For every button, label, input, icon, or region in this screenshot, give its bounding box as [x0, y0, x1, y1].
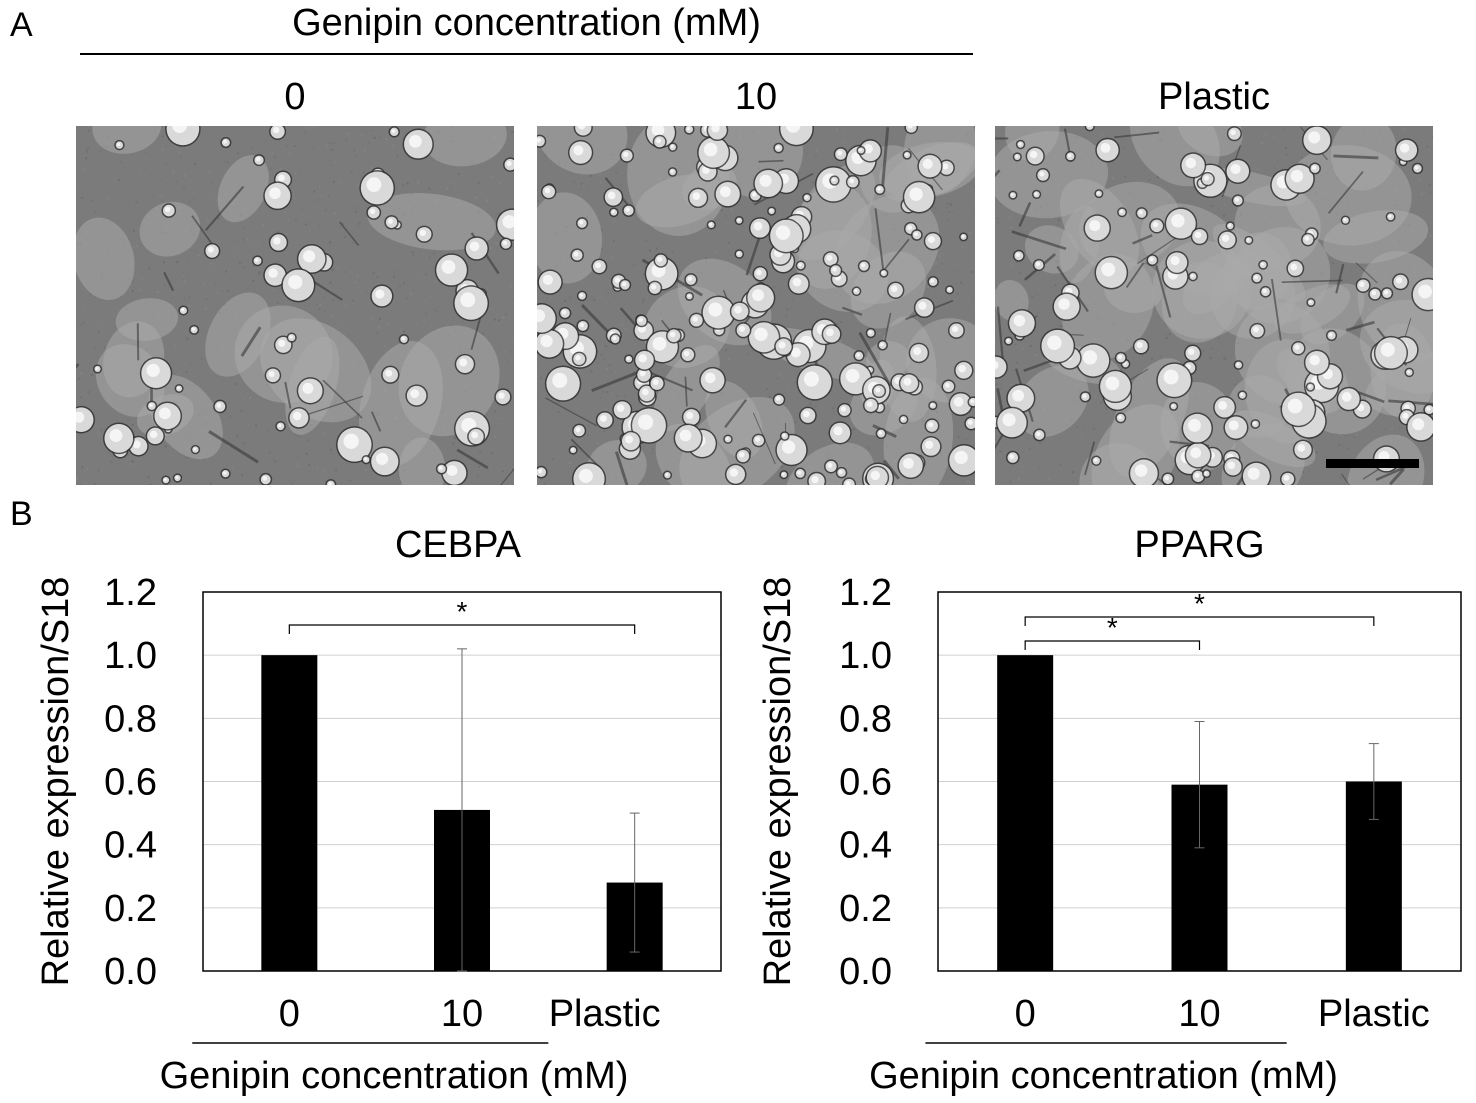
micrograph-label-0: 0: [284, 76, 306, 118]
y-tick-label: 0.4: [839, 825, 892, 867]
chart-title: CEBPA: [395, 524, 522, 566]
y-tick-label: 0.2: [104, 888, 157, 930]
micrograph-genipin-10: [537, 126, 975, 485]
y-axis-label: Relative expression/S18: [757, 577, 799, 987]
y-tick-label: 0.6: [104, 762, 157, 804]
significance-bracket: [288, 624, 636, 634]
x-axis-label: Genipin concentration (mM): [869, 1055, 1338, 1097]
significance-star: *: [457, 596, 468, 627]
significance-star: *: [1107, 612, 1118, 643]
micrograph-texture: [995, 126, 1433, 485]
micrograph-texture: [537, 126, 975, 485]
cebpa-bar-chart: 0.0 0.2 0.4 0.6 0.8 1.0 1.2 Relative expression…: [35, 524, 722, 1097]
panel-a-title: Genipin concentration (mM): [292, 2, 761, 44]
x-tick-label: 10: [1178, 993, 1220, 1035]
y-tick-label: 0.4: [104, 825, 157, 867]
y-tick-label: 0.0: [104, 951, 157, 993]
y-tick-label: 1.2: [104, 572, 157, 614]
panel-a-title-rule: [80, 53, 973, 55]
y-axis-label: Relative expression/S18: [35, 577, 77, 987]
x-tick-label: 0: [279, 993, 300, 1035]
micrograph-texture: [76, 126, 514, 485]
significance-bracket: [1024, 616, 1375, 626]
micrograph-plastic: [995, 126, 1433, 485]
x-tick-label: 10: [441, 993, 483, 1035]
y-tick-label: 0.0: [839, 951, 892, 993]
pparg-bar-chart: 0.0 0.2 0.4 0.6 0.8 1.0 1.2 Relative expression…: [757, 524, 1462, 1097]
panel-a-letter: A: [10, 6, 33, 44]
x-axis-label: Genipin concentration (mM): [160, 1055, 629, 1097]
significance-bracket: [1024, 640, 1201, 650]
significance-star: *: [1194, 588, 1205, 619]
x-tick-label: Plastic: [549, 993, 661, 1035]
y-tick-label: 0.2: [839, 888, 892, 930]
bar-0: [997, 655, 1054, 971]
y-tick-label: 1.2: [839, 572, 892, 614]
y-tick-label: 0.8: [104, 698, 157, 740]
bar-0: [261, 655, 318, 971]
y-tick-label: 1.0: [104, 635, 157, 677]
x-tick-label: Plastic: [1318, 993, 1430, 1035]
y-tick-label: 0.8: [839, 698, 892, 740]
micrograph-genipin-0: [76, 126, 514, 485]
micrograph-label-10: 10: [734, 76, 778, 118]
y-tick-label: 1.0: [839, 635, 892, 677]
chart-title: PPARG: [1134, 524, 1264, 566]
scale-bar: [1326, 459, 1419, 468]
y-tick-label: 0.6: [839, 762, 892, 804]
panel-b-letter: B: [10, 495, 33, 533]
x-tick-label: 0: [1015, 993, 1036, 1035]
micrograph-label-plastic: Plastic: [1158, 76, 1270, 118]
